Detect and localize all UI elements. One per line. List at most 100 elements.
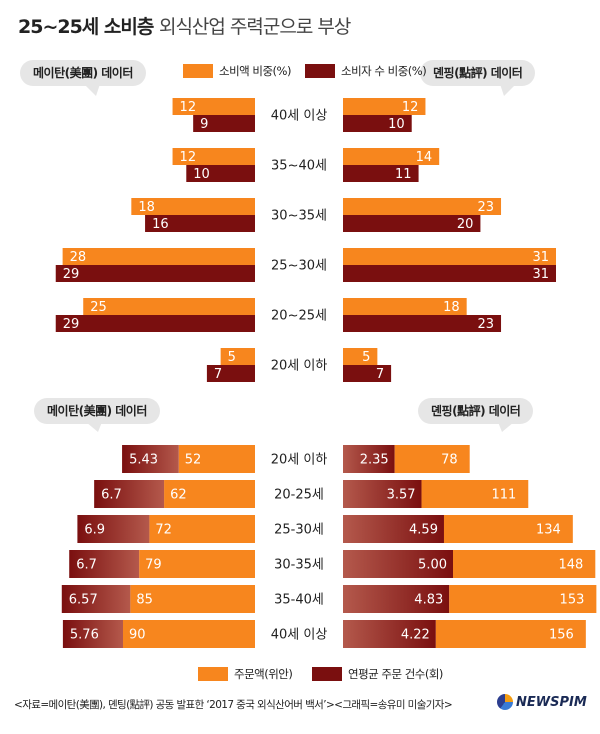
value-label: 18 [443,300,460,315]
bar-meituan-consumers [193,115,255,132]
value-label: 156 [549,628,574,643]
value-label: 4.83 [414,593,443,608]
legend-spend: 소비액 비중(%) [183,63,291,79]
value-label: 7 [376,367,384,382]
bar-dianping-consumers [343,115,412,132]
bar-dianping-spend [343,248,556,265]
bar-dianping-count [343,620,436,648]
legend-swatch-darkred [305,64,335,78]
value-label: 31 [532,250,549,265]
value-label: 29 [63,317,80,332]
category-label: 25~30세 [271,259,327,274]
newspim-icon [497,694,513,710]
bar-meituan-amount [164,480,255,508]
bar-dianping-amount [453,550,596,578]
category-label: 20세 이하 [271,453,328,468]
value-label: 23 [477,200,494,215]
bar-dianping-spend [343,98,426,115]
category-label: 20~25세 [271,309,327,324]
value-label: 25 [90,300,107,315]
bubble-pointer [84,84,100,96]
bar-meituan-amount [149,515,255,543]
value-label: 10 [193,167,210,182]
category-label: 30-35세 [274,558,324,573]
bar-meituan-consumers [55,315,255,332]
legend-swatch-orange-bottom [198,667,228,681]
value-label: 6.57 [69,593,98,608]
category-label: 35~40세 [271,159,327,174]
bar-dianping-count [343,515,444,543]
category-label: 25-30세 [274,523,324,538]
value-label: 6.9 [84,523,105,538]
bar-dianping-consumers [343,215,481,232]
bar-meituan-consumers [186,165,255,182]
bar-dianping-count [343,550,453,578]
title-main: 25~25세 소비층 [18,16,154,38]
meituan-label-top: 메이탄(美團) 데이터 [20,60,146,86]
bar-dianping-amount [435,620,586,648]
value-label: 4.22 [401,628,430,643]
category-label: 20-25세 [274,488,324,503]
bar-meituan-amount [130,585,255,613]
legend-spend-label: 소비액 비중(%) [219,64,291,78]
value-label: 72 [155,523,172,538]
value-label: 18 [138,200,155,215]
bar-meituan-amount [178,445,255,473]
bar-meituan-count [94,480,165,508]
meituan-label-bottom: 메이탄(美團) 데이터 [34,398,160,424]
value-label: 7 [214,367,222,382]
value-label: 62 [170,488,187,503]
value-label: 12 [402,100,419,115]
bar-meituan-amount [123,620,255,648]
bar-meituan-count [61,585,131,613]
legend-count-label: 연평균 주문 건수(회) [348,667,443,681]
bar-dianping-consumers [343,265,556,282]
bar-dianping-spend [343,198,502,215]
legend-swatch-orange [183,64,213,78]
category-label: 40세 이상 [271,628,328,643]
value-label: 12 [180,150,197,165]
value-label: 29 [63,267,80,282]
bar-meituan-spend [220,348,255,365]
bar-dianping-spend [343,348,378,365]
bar-dianping-count [343,585,450,613]
value-label: 11 [395,167,412,182]
bar-dianping-amount [449,585,597,613]
value-label: 5.00 [418,558,447,573]
bar-meituan-consumers [55,265,255,282]
category-label: 30~35세 [271,209,327,224]
value-label: 5 [228,350,236,365]
bar-dianping-consumers [343,365,392,382]
legend-count: 연평균 주문 건수(회) [312,666,443,682]
bar-dianping-consumers [343,165,419,182]
value-label: 9 [200,117,208,132]
value-label: 90 [129,628,146,643]
bar-dianping-spend [343,298,467,315]
value-label: 5.76 [70,628,99,643]
bar-meituan-spend [172,98,255,115]
value-label: 52 [185,453,202,468]
bar-meituan-consumers [206,365,255,382]
bubble-pointer [86,422,102,432]
bar-meituan-amount [139,550,255,578]
category-label: 40세 이상 [271,109,328,124]
legend-amount: 주문액(위안) [198,666,293,682]
legend-swatch-darkred-bottom [312,667,342,681]
bar-meituan-count [62,620,123,648]
bar-dianping-consumers [343,315,502,332]
bar-meituan-spend [172,148,255,165]
value-label: 85 [136,593,153,608]
bar-meituan-consumers [145,215,255,232]
bar-dianping-amount [421,480,529,508]
value-label: 3.57 [387,488,416,503]
brand-name: NEWSPIM [516,694,587,710]
dianping-label-top: 뎬핑(點評) 데이터 [420,60,536,86]
bar-dianping-spend [343,148,440,165]
value-label: 153 [560,593,585,608]
value-label: 78 [441,453,458,468]
chart-title: 25~25세 소비층 외식산업 주력군으로 부상 [18,12,351,39]
bar-dianping-amount [394,445,470,473]
value-label: 16 [152,217,169,232]
brand-logo: NEWSPIM [497,694,587,710]
